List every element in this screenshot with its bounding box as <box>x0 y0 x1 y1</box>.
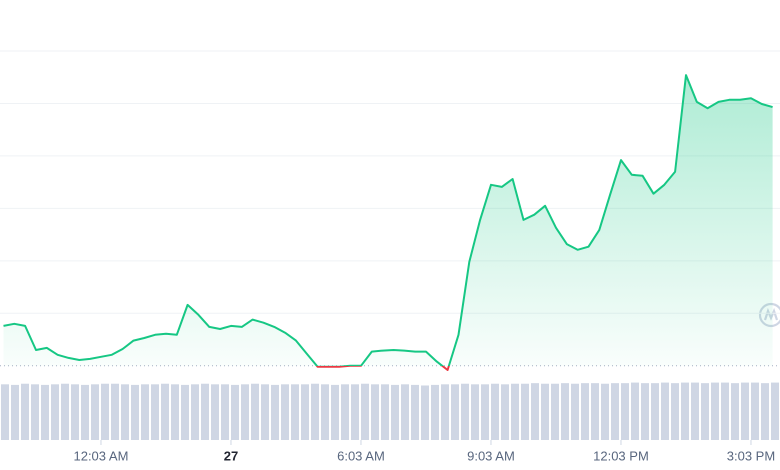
volume-bar <box>151 384 159 440</box>
volume-bar <box>431 384 439 440</box>
volume-bar <box>671 383 679 440</box>
volume-bar <box>71 384 79 440</box>
volume-bar <box>611 383 619 440</box>
volume-bar <box>441 384 449 440</box>
x-tick-label: 12:03 PM <box>593 448 649 463</box>
volume-bar <box>371 384 379 440</box>
volume-bar <box>501 384 509 440</box>
volume-bar <box>201 383 209 440</box>
volume-bar <box>311 383 319 440</box>
volume-bar <box>701 383 709 440</box>
x-tick-label: 27 <box>224 448 238 463</box>
volume-bar <box>251 383 259 440</box>
volume-bar <box>291 384 299 440</box>
volume-bar <box>551 383 559 440</box>
volume-bar <box>131 384 139 440</box>
volume-bar <box>731 383 739 440</box>
volume-bar <box>141 384 149 440</box>
volume-bar <box>541 383 549 440</box>
volume-bar <box>181 384 189 440</box>
volume-bar <box>321 384 329 440</box>
volume-bar <box>561 383 569 440</box>
volume-bar <box>11 384 19 440</box>
volume-bar <box>111 383 119 440</box>
volume-bar <box>391 384 399 440</box>
x-tick-label: 3:03 PM <box>727 448 775 463</box>
volume-bar <box>231 384 239 440</box>
volume-bar <box>21 383 29 440</box>
volume-bar <box>471 384 479 440</box>
volume-bar <box>301 384 309 440</box>
price-line <box>3 74 773 371</box>
volume-bar <box>281 384 289 440</box>
x-tick-label: 6:03 AM <box>337 448 385 463</box>
volume-bar <box>761 383 769 440</box>
volume-bar <box>91 384 99 440</box>
volume-bar <box>751 382 759 440</box>
volume-bar <box>591 383 599 440</box>
volume-bar <box>381 384 389 440</box>
volume-bar <box>511 383 519 440</box>
volume-bar <box>161 383 169 440</box>
volume-bar <box>721 382 729 440</box>
volume-bar <box>661 382 669 440</box>
volume-bar <box>601 383 609 440</box>
volume-bar <box>261 384 269 440</box>
volume-bar <box>271 384 279 440</box>
volume-bar <box>51 384 59 440</box>
volume-bar <box>571 383 579 440</box>
volume-bar <box>341 384 349 440</box>
volume-bar <box>171 384 179 440</box>
volume-bar <box>681 382 689 440</box>
volume-bar <box>451 384 459 440</box>
area-fill <box>3 75 773 370</box>
volume-bar <box>81 384 89 440</box>
volume-bar <box>241 384 249 440</box>
volume-bar <box>101 383 109 440</box>
volume-bar <box>351 384 359 440</box>
volume-bar <box>401 384 409 440</box>
volume-bar <box>331 384 339 440</box>
volume-bar <box>741 382 749 440</box>
volume-bar <box>771 382 779 440</box>
volume-bar <box>221 384 229 440</box>
volume-bar <box>651 383 659 440</box>
volume-bar <box>211 384 219 440</box>
x-tick-label: 12:03 AM <box>73 448 128 463</box>
volume-bar <box>31 384 39 440</box>
volume-bar <box>1 384 9 440</box>
volume-bar <box>121 384 129 440</box>
volume-bar <box>491 383 499 440</box>
volume-bar <box>531 383 539 440</box>
volume-bar <box>361 383 369 440</box>
volume-bar <box>631 382 639 440</box>
volume-bar <box>581 383 589 440</box>
volume-bar <box>641 383 649 440</box>
volume-bar <box>61 383 69 440</box>
volume-bar <box>411 384 419 440</box>
volume-bar <box>461 383 469 440</box>
volume-bar <box>521 383 529 440</box>
volume-bar <box>711 382 719 440</box>
volume-bar <box>191 384 199 440</box>
volume-bar <box>421 385 429 440</box>
volume-bar <box>481 384 489 440</box>
volume-bar <box>41 384 49 440</box>
volume-bar <box>691 382 699 440</box>
volume-bar <box>621 383 629 440</box>
x-tick-label: 9:03 AM <box>467 448 515 463</box>
